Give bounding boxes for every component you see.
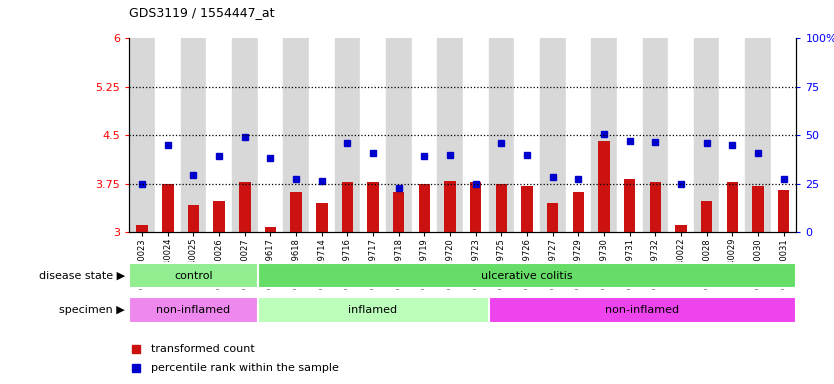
Bar [694, 38, 720, 232]
Bar [752, 186, 764, 232]
Text: ulcerative colitis: ulcerative colitis [481, 270, 573, 281]
Bar [650, 182, 661, 232]
Bar [411, 38, 437, 232]
Text: specimen ▶: specimen ▶ [59, 305, 125, 315]
Bar [386, 38, 411, 232]
Bar [181, 38, 206, 232]
Text: control: control [174, 270, 213, 281]
Bar [720, 38, 745, 232]
Bar [591, 38, 617, 232]
Bar [129, 297, 258, 323]
Bar [419, 184, 430, 232]
Bar [232, 38, 258, 232]
Bar [540, 38, 565, 232]
Bar [309, 38, 334, 232]
Bar [129, 263, 258, 288]
Text: percentile rank within the sample: percentile rank within the sample [151, 363, 339, 373]
Text: non-inflamed: non-inflamed [605, 305, 680, 315]
Bar [598, 141, 610, 232]
Bar [495, 184, 507, 232]
Bar [489, 38, 515, 232]
Bar [521, 186, 533, 232]
Bar [445, 180, 456, 232]
Bar [129, 38, 155, 232]
Bar [214, 201, 225, 232]
Bar [162, 184, 173, 232]
Bar [489, 297, 796, 323]
Bar [258, 297, 489, 323]
Text: disease state ▶: disease state ▶ [39, 270, 125, 281]
Bar [701, 201, 712, 232]
Bar [316, 203, 328, 232]
Bar [342, 182, 353, 232]
Bar [367, 182, 379, 232]
Bar [264, 227, 276, 232]
Bar [617, 38, 642, 232]
Bar [284, 38, 309, 232]
Bar [778, 190, 790, 232]
Text: GDS3119 / 1554447_at: GDS3119 / 1554447_at [129, 6, 274, 19]
Bar [258, 263, 796, 288]
Bar [463, 38, 489, 232]
Bar [360, 38, 386, 232]
Bar [726, 182, 738, 232]
Bar [624, 179, 636, 232]
Bar [547, 203, 559, 232]
Bar [258, 38, 284, 232]
Bar [393, 192, 404, 232]
Bar [206, 38, 232, 232]
Bar [668, 38, 694, 232]
Bar [334, 38, 360, 232]
Bar [676, 225, 686, 232]
Bar [188, 205, 199, 232]
Bar [771, 38, 796, 232]
Bar [573, 192, 584, 232]
Bar [642, 38, 668, 232]
Bar [239, 182, 250, 232]
Bar [437, 38, 463, 232]
Bar [470, 182, 481, 232]
Text: inflamed: inflamed [349, 305, 398, 315]
Bar [745, 38, 771, 232]
Bar [515, 38, 540, 232]
Bar [565, 38, 591, 232]
Text: transformed count: transformed count [151, 344, 254, 354]
Bar [155, 38, 181, 232]
Bar [290, 192, 302, 232]
Text: non-inflamed: non-inflamed [156, 305, 230, 315]
Bar [136, 225, 148, 232]
